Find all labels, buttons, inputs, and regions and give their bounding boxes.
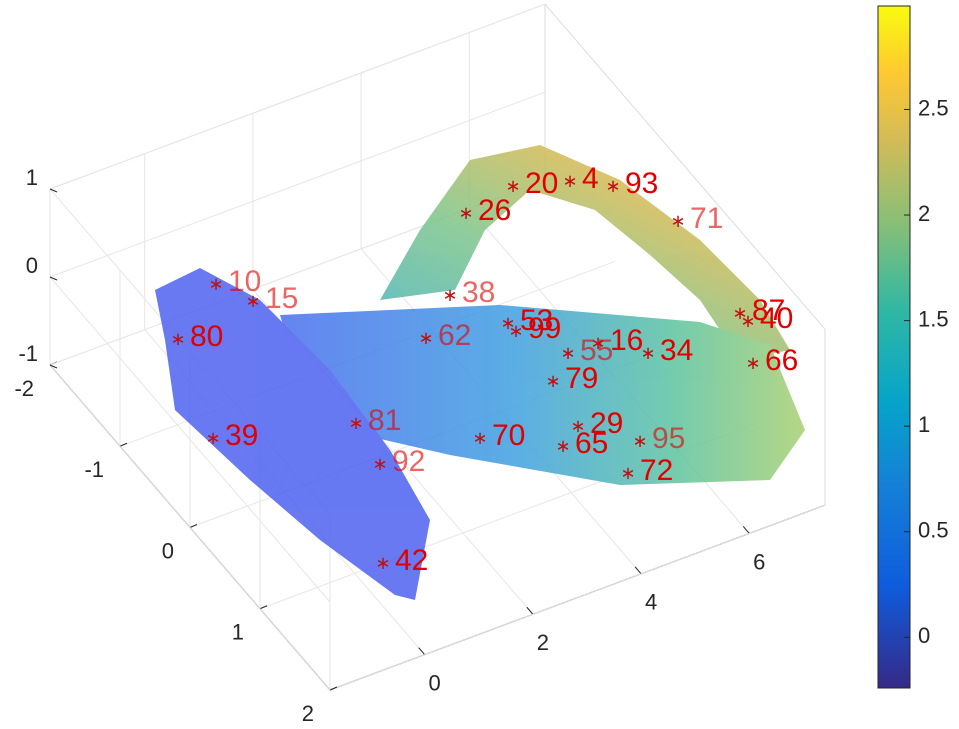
point-label: 65 xyxy=(575,427,608,460)
point-marker: ∗ xyxy=(555,436,570,456)
tick-mark xyxy=(634,566,642,575)
tick-mark xyxy=(189,524,198,528)
point-label: 92 xyxy=(392,445,425,478)
x-tick-label: 2 xyxy=(537,630,549,655)
point-marker: ∗ xyxy=(245,291,260,311)
point-marker: ∗ xyxy=(560,343,575,363)
colorbar-ticks: 0 0.5 1 1.5 2 2.5 xyxy=(904,95,949,648)
colorbar xyxy=(877,5,911,689)
point-marker: ∗ xyxy=(500,313,515,333)
point-label: 55 xyxy=(580,334,613,367)
point-label: 34 xyxy=(660,334,693,367)
tick-mark xyxy=(418,647,426,655)
x-tick-label: 6 xyxy=(753,549,765,574)
point-marker: ∗ xyxy=(208,274,223,294)
z-tick-label: 0 xyxy=(26,253,38,278)
point-marker: ∗ xyxy=(372,454,387,474)
y-tick-label: 0 xyxy=(162,538,174,563)
y-tick-label: 1 xyxy=(232,620,244,645)
colorbar-tick-label: 2.5 xyxy=(918,95,949,120)
y-tick-label: -2 xyxy=(14,376,34,401)
surface xyxy=(155,145,805,600)
point-label: 4 xyxy=(582,162,599,195)
point-marker: ∗ xyxy=(570,416,585,436)
point-label: 81 xyxy=(368,404,401,437)
colorbar-tick-label: 2 xyxy=(918,201,930,226)
grid-line xyxy=(49,276,331,603)
point-marker: ∗ xyxy=(418,328,433,348)
x-tick-label: 0 xyxy=(429,670,441,695)
colorbar-tick-label: 0 xyxy=(918,623,930,648)
grid-line xyxy=(329,504,826,691)
point-label: 72 xyxy=(640,454,673,487)
point-marker: ∗ xyxy=(740,311,755,331)
point-marker: ∗ xyxy=(545,371,560,391)
tick-mark xyxy=(49,364,58,369)
point-marker: ∗ xyxy=(205,428,220,448)
point-label: 42 xyxy=(395,544,428,577)
y-tick-label: -1 xyxy=(84,457,104,482)
point-label: 15 xyxy=(265,282,298,315)
box-edge xyxy=(544,3,826,330)
point-marker: ∗ xyxy=(348,413,363,433)
point-marker: ∗ xyxy=(442,285,457,305)
point-marker: ∗ xyxy=(670,211,685,231)
tick-mark xyxy=(742,526,750,534)
point-label: 16 xyxy=(610,324,643,357)
colorbar-tick-label: 1 xyxy=(918,412,930,437)
point-label: 38 xyxy=(462,276,495,309)
point-label: 20 xyxy=(525,167,558,200)
point-label: 99 xyxy=(528,312,561,345)
surface-loop xyxy=(380,145,790,360)
point-label: 29 xyxy=(590,407,623,440)
tick-mark xyxy=(49,276,58,281)
point-marker: ∗ xyxy=(590,333,605,353)
point-label: 62 xyxy=(438,319,471,352)
point-marker: ∗ xyxy=(732,303,747,323)
point-marker: ∗ xyxy=(562,171,577,191)
point-marker: ∗ xyxy=(375,553,390,573)
colorbar-tick-label: 1.5 xyxy=(918,306,949,331)
tick-mark xyxy=(259,605,268,610)
point-marker: ∗ xyxy=(170,329,185,349)
point-marker: ∗ xyxy=(458,203,473,223)
point-marker: ∗ xyxy=(505,176,520,196)
surface-band xyxy=(280,305,805,485)
point-labels: ∗ 80∗ 39∗ 92∗ 42∗ 70 ∗ 95∗ 16∗ 66∗ 71∗ 53∗ 20∗ 38∗ 40∗… xyxy=(170,162,798,577)
point-label: 95 xyxy=(652,422,685,455)
z-tick-label: 1 xyxy=(26,165,38,190)
point-label: 79 xyxy=(565,362,598,395)
point-label: 40 xyxy=(760,302,793,335)
tick-mark xyxy=(119,442,128,447)
z-tick-label: -1 xyxy=(18,341,38,366)
point-marker: ∗ xyxy=(745,353,760,373)
point-marker: ∗ xyxy=(508,321,523,341)
x-tick-label: 4 xyxy=(645,590,657,615)
surface-blob xyxy=(155,268,430,600)
point-marker: ∗ xyxy=(605,176,620,196)
grid-line xyxy=(49,91,546,278)
point-label: 66 xyxy=(765,344,798,377)
point-label: 80 xyxy=(190,320,223,353)
grid-line xyxy=(49,364,331,691)
point-marker: ∗ xyxy=(620,463,635,483)
point-label: 71 xyxy=(690,202,723,235)
y-tick-label: 2 xyxy=(302,701,314,726)
grid-line xyxy=(49,3,546,190)
point-label: 93 xyxy=(625,167,658,200)
point-label: 70 xyxy=(492,419,525,452)
tick-mark xyxy=(49,188,58,193)
point-label: 10 xyxy=(228,265,261,298)
colorbar-tick-label: 0.5 xyxy=(918,518,949,543)
point-marker: ∗ xyxy=(640,343,655,363)
point-label: 87 xyxy=(752,294,785,327)
tick-mark xyxy=(526,606,534,615)
point-label: 53 xyxy=(520,304,553,337)
point-label: 39 xyxy=(225,419,258,452)
point-marker: ∗ xyxy=(472,428,487,448)
point-marker: ∗ xyxy=(632,431,647,451)
tick-mark xyxy=(329,686,338,691)
point-label: 26 xyxy=(478,194,511,227)
